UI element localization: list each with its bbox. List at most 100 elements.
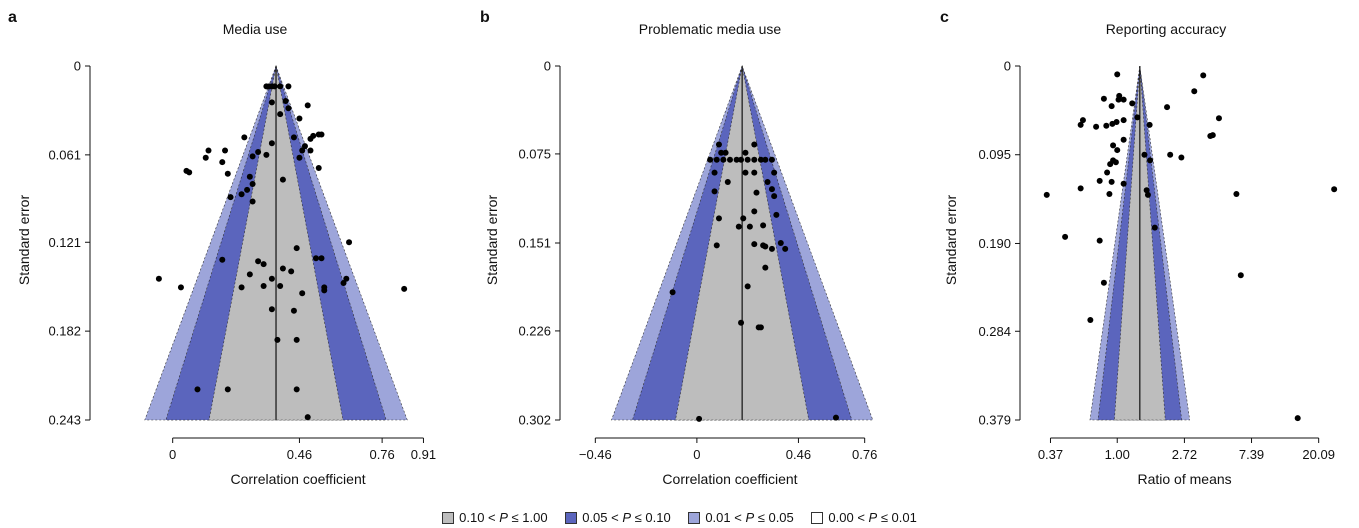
data-point [713, 242, 720, 249]
data-point [304, 414, 311, 421]
legend-rest: ≤ 1.00 [507, 510, 548, 525]
x-tick-label: 20.09 [1302, 447, 1335, 462]
data-point [268, 140, 275, 147]
data-point [1100, 95, 1107, 102]
data-point [718, 149, 725, 156]
data-point [279, 176, 286, 183]
data-point [1114, 147, 1121, 154]
data-point [293, 336, 300, 343]
data-point [771, 193, 778, 200]
data-point [1100, 279, 1107, 286]
data-point [1178, 154, 1185, 161]
data-point [1087, 317, 1094, 324]
data-point [751, 241, 758, 248]
data-point [299, 290, 306, 297]
data-point [746, 223, 753, 230]
data-point [277, 83, 284, 90]
legend-swatch [442, 512, 455, 524]
panel-letter: c [940, 9, 949, 26]
data-point [1107, 161, 1114, 168]
data-point [777, 240, 784, 246]
panel-title: Problematic media use [639, 21, 782, 37]
y-tick-label: 0 [74, 59, 81, 74]
data-point [762, 243, 769, 250]
x-tick-label: 0.76 [369, 447, 394, 462]
x-tick-label: −0.46 [579, 447, 612, 462]
data-point [1109, 120, 1116, 127]
data-point [401, 285, 408, 292]
data-point [301, 143, 308, 150]
data-point [1143, 187, 1150, 194]
data-point [1096, 177, 1103, 184]
data-point [205, 147, 212, 154]
data-point [760, 222, 767, 229]
data-point [715, 141, 722, 148]
y-tick-label: 0.095 [978, 147, 1011, 162]
data-point [1146, 121, 1153, 128]
legend-p: P [622, 510, 632, 525]
data-point [343, 275, 350, 282]
data-point [238, 284, 245, 291]
data-point [340, 280, 347, 287]
data-point [1110, 142, 1117, 149]
data-point [293, 386, 300, 393]
data-point [720, 156, 727, 163]
data-point [1103, 122, 1110, 129]
panel-letter: a [8, 9, 17, 26]
data-point [764, 179, 771, 186]
data-point [755, 324, 762, 331]
y-tick-label: 0.226 [518, 323, 551, 338]
data-point [782, 245, 789, 252]
data-point [1096, 237, 1103, 244]
panel-title: Reporting accuracy [1106, 21, 1227, 37]
data-point [255, 258, 262, 265]
legend-item-grey: 0.10 < P ≤ 1.00 [442, 510, 548, 525]
data-point [735, 223, 742, 230]
x-tick-label: 2.72 [1172, 447, 1197, 462]
x-tick-label: 1.00 [1105, 447, 1130, 462]
data-point [260, 282, 267, 289]
x-tick-label: 0 [693, 447, 700, 462]
data-point [1233, 190, 1240, 197]
data-point [288, 268, 295, 275]
data-point [753, 189, 760, 196]
data-point [1120, 136, 1127, 143]
data-point [321, 287, 328, 294]
x-tick-label: 0.37 [1038, 447, 1063, 462]
data-point [271, 83, 278, 90]
data-point [1215, 115, 1222, 122]
data-point [1108, 178, 1115, 185]
data-point [246, 271, 253, 278]
data-point [1093, 123, 1100, 130]
data-point [751, 141, 758, 148]
data-point [773, 211, 780, 218]
data-point [307, 147, 314, 154]
y-tick-label: 0.243 [48, 413, 81, 428]
data-point [711, 188, 718, 195]
data-point [177, 284, 184, 291]
data-point [222, 147, 229, 154]
data-point [274, 336, 281, 343]
data-point [727, 156, 733, 163]
data-point [1164, 104, 1171, 111]
data-point [1167, 151, 1174, 158]
data-point [224, 386, 231, 393]
y-tick-label: 0 [1004, 59, 1011, 74]
data-point [346, 239, 353, 246]
data-point [768, 245, 775, 252]
data-point [224, 170, 231, 177]
y-axis-label: Standard error [16, 195, 32, 286]
legend-rest: ≤ 0.01 [877, 510, 917, 525]
data-point [751, 156, 758, 163]
x-axis-label: Correlation coefficient [662, 471, 797, 487]
panel-title: Media use [223, 21, 288, 37]
data-point [285, 83, 292, 90]
data-point [1200, 72, 1207, 79]
legend-swatch [688, 512, 701, 524]
data-point [1114, 71, 1121, 78]
legend-p: P [499, 510, 508, 525]
data-point [1191, 88, 1198, 95]
data-point [318, 131, 325, 138]
data-point [186, 169, 193, 176]
data-point [268, 99, 275, 106]
